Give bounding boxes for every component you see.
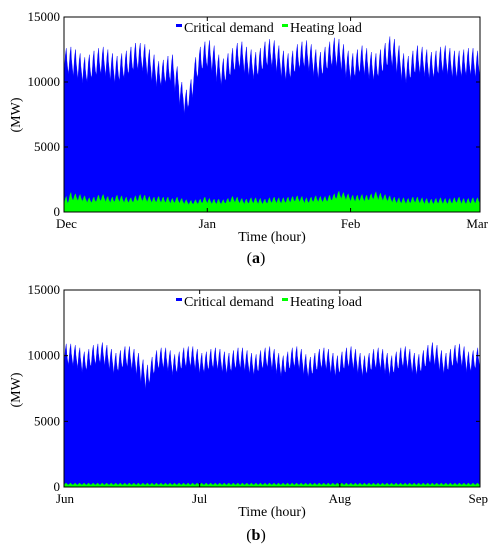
caption-b-close: ) <box>260 527 265 544</box>
caption-b-open: ( <box>246 527 251 544</box>
legend-a: Critical demand Heating load <box>176 21 362 36</box>
legend-label-heating-b: Heating load <box>290 295 362 310</box>
legend-swatch-critical-b <box>176 298 182 301</box>
chart-panel-a: 0 5000 10000 15000 Dec Jan Feb Mar Critical dem… <box>9 9 489 267</box>
caption-b: (b) <box>246 527 266 544</box>
x-tick-label-a: Feb <box>341 216 361 231</box>
x-tick-label-a: Mar <box>466 216 488 231</box>
legend-label-critical-a: Critical demand <box>184 21 274 36</box>
legend-swatch-heating-a <box>282 24 288 27</box>
legend-label-heating-a: Heating load <box>290 21 362 36</box>
y-tick-label-b: 15000 <box>28 282 61 297</box>
caption-a-letter: a <box>252 250 260 267</box>
caption-a-open: ( <box>247 250 252 267</box>
plot-frame-a <box>63 16 481 213</box>
plot-frame-b <box>63 289 481 488</box>
series-layer-a <box>63 36 481 213</box>
series-critical-demand-area-b <box>63 342 481 488</box>
x-axis-label-a: Time (hour) <box>238 230 306 245</box>
ticks-b: 0 5000 10000 15000 Jun Jul Aug Sep <box>28 282 489 506</box>
y-axis-label-a: (MW) <box>9 97 24 132</box>
ticks-a: 0 5000 10000 15000 Dec Jan Feb Mar <box>28 9 489 231</box>
x-tick-label-b: Aug <box>329 491 352 506</box>
x-tick-label-a: Jan <box>199 216 217 231</box>
y-tick-label-b: 10000 <box>28 348 61 363</box>
x-tick-label-a: Dec <box>56 216 77 231</box>
series-heating-load-area-a <box>63 190 481 213</box>
series-layer-b <box>63 342 481 488</box>
caption-a-close: ) <box>260 250 265 267</box>
x-axis-label-b: Time (hour) <box>238 505 306 520</box>
series-heating-load-area-b <box>63 482 481 488</box>
legend-swatch-heating-b <box>282 298 288 301</box>
y-tick-label-a: 15000 <box>28 9 61 24</box>
legend-b: Critical demand Heating load <box>176 295 362 310</box>
x-tick-label-b: Sep <box>469 491 489 506</box>
y-tick-label-a: 10000 <box>28 74 61 89</box>
y-tick-label-a: 0 <box>54 204 61 219</box>
caption-a: (a) <box>247 250 266 267</box>
legend-label-critical-b: Critical demand <box>184 295 274 310</box>
series-critical-demand-area-a <box>63 36 481 213</box>
y-axis-label-b: (MW) <box>9 372 24 407</box>
y-tick-label-b: 0 <box>54 479 61 494</box>
y-tick-label-a: 5000 <box>34 139 60 154</box>
x-tick-label-b: Jun <box>56 491 75 506</box>
x-tick-label-b: Jul <box>192 491 208 506</box>
y-tick-label-b: 5000 <box>34 413 60 428</box>
legend-swatch-critical-a <box>176 24 182 27</box>
caption-b-letter: b <box>252 527 261 544</box>
chart-panel-b: 0 5000 10000 15000 Jun Jul Aug Sep Critical dem… <box>9 282 488 544</box>
